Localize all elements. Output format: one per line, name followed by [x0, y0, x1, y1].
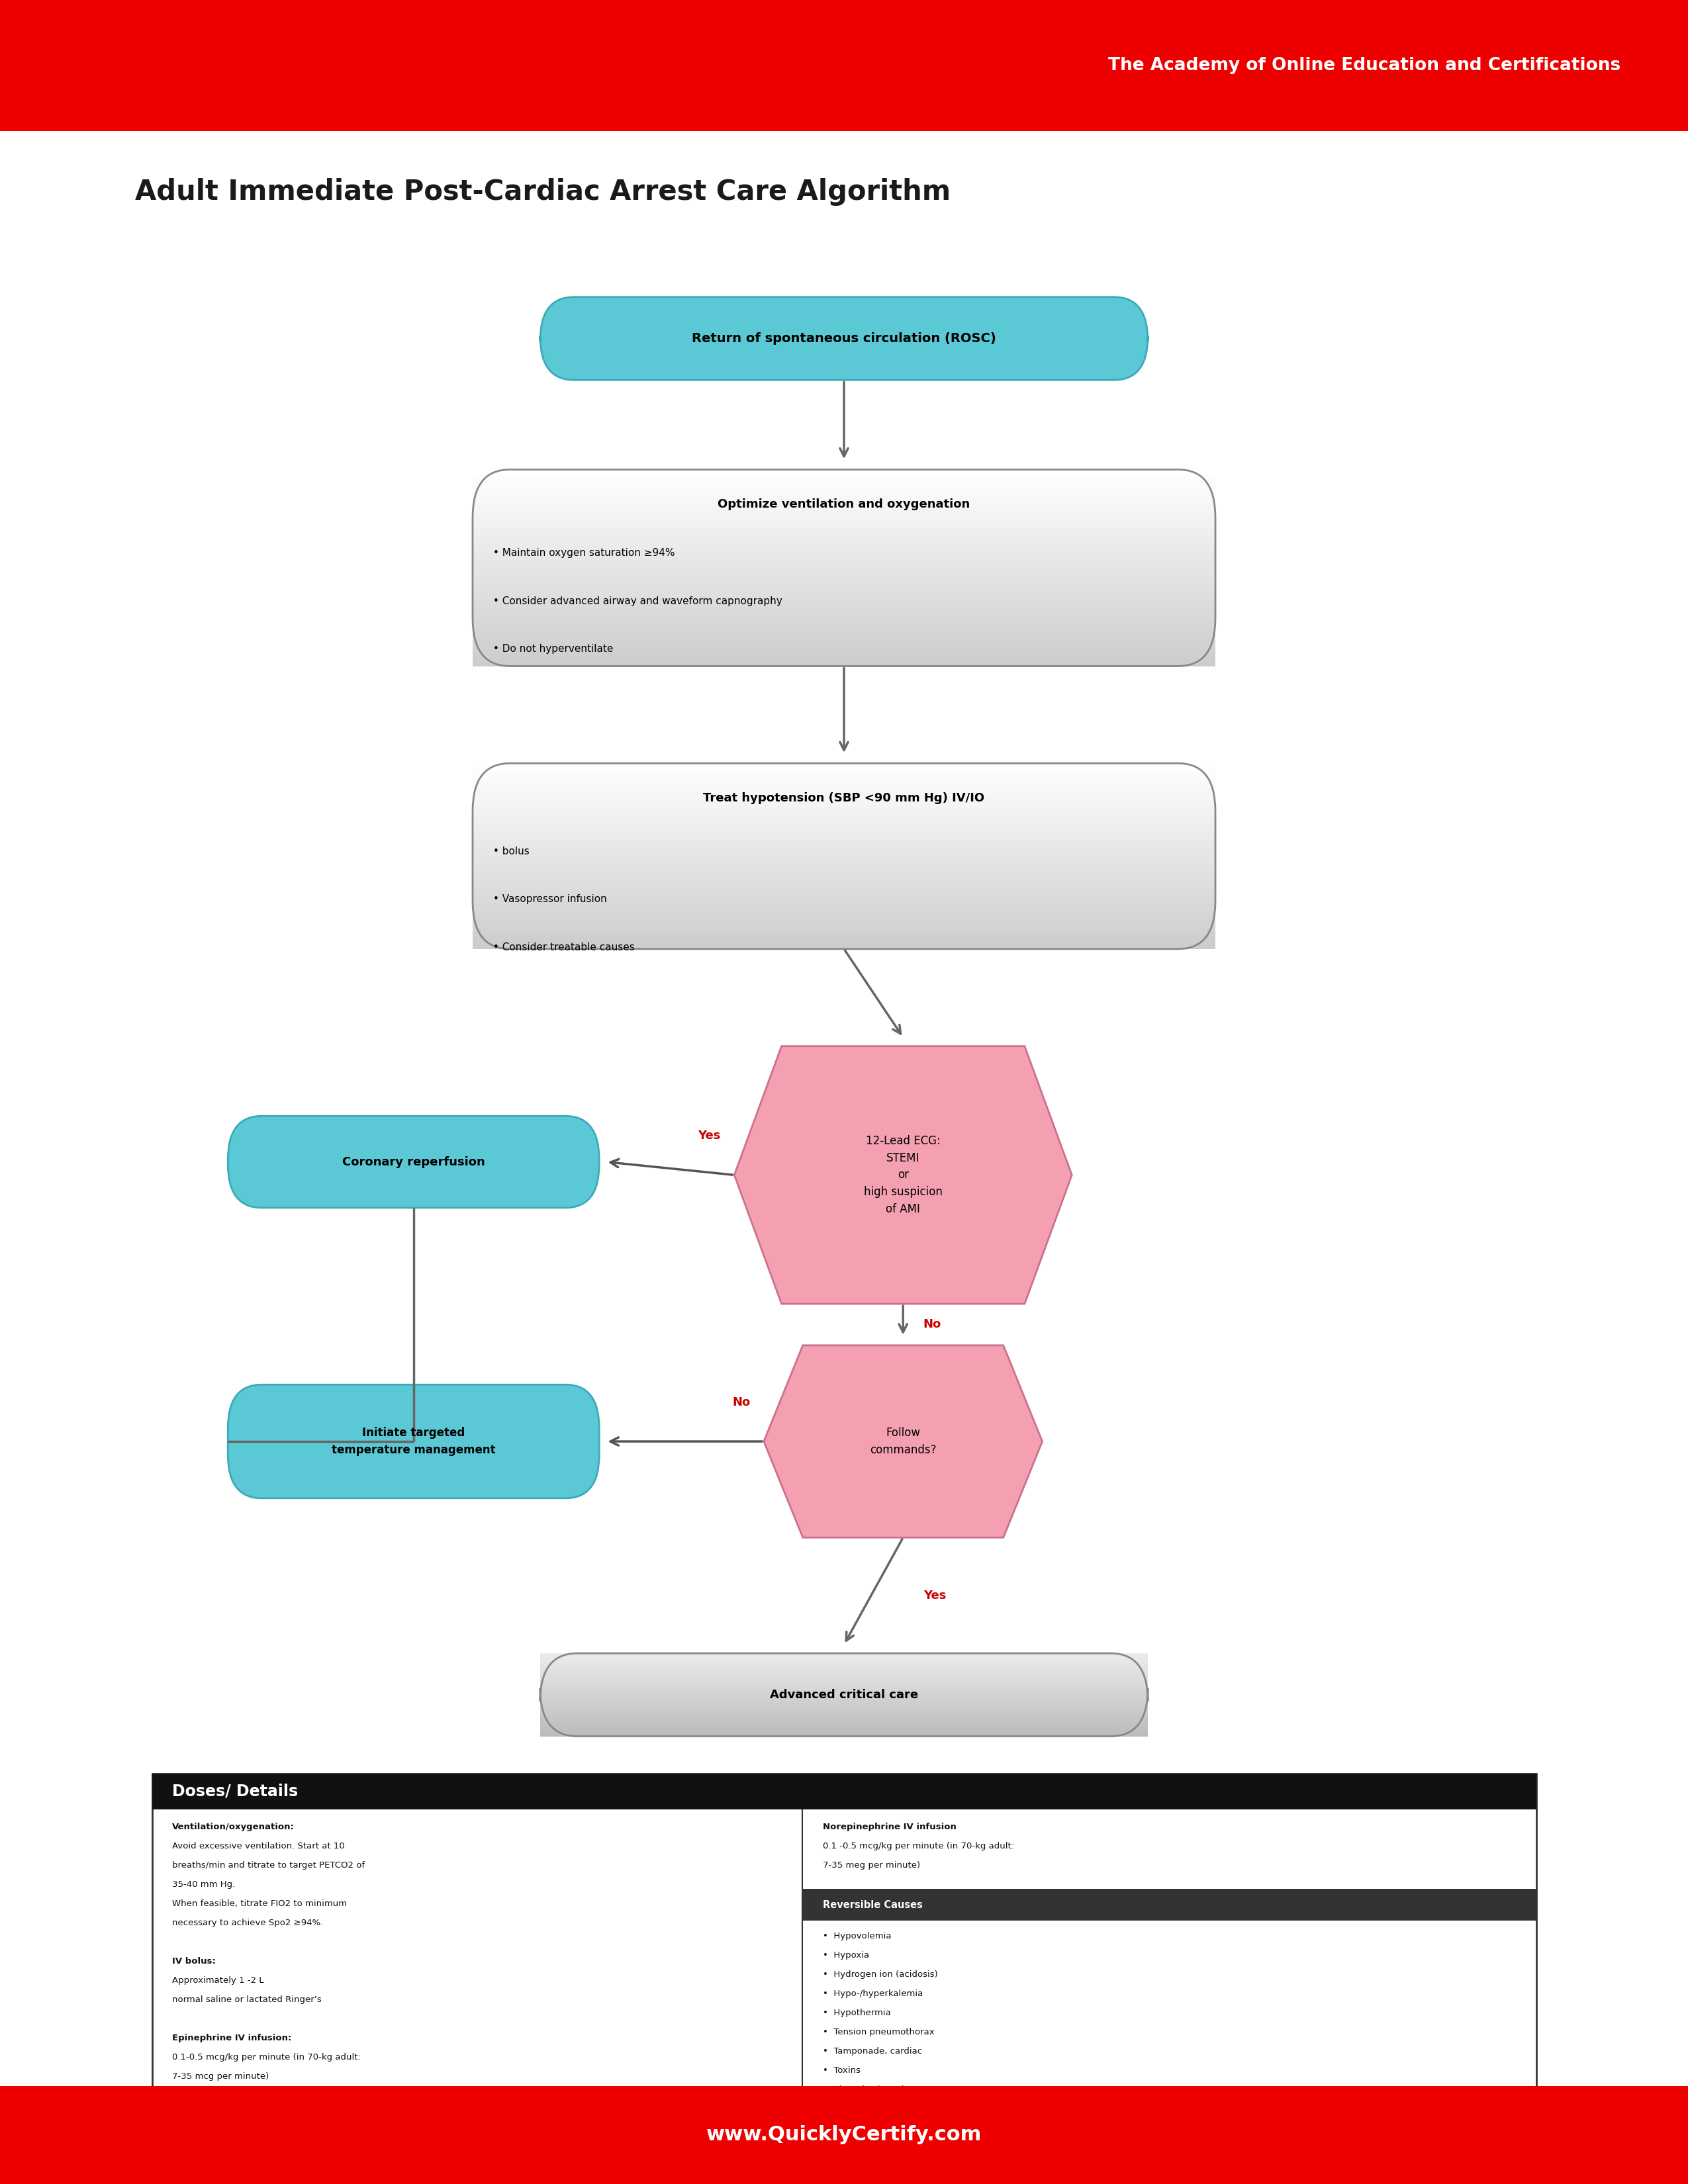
Text: • Maintain oxygen saturation ≥94%: • Maintain oxygen saturation ≥94% — [493, 548, 675, 559]
FancyBboxPatch shape — [152, 1773, 1536, 1808]
Text: 5-10 mcg/kg per minute: 5-10 mcg/kg per minute — [172, 2129, 279, 2138]
Text: •  Thrombosis, pulmonary: • Thrombosis, pulmonary — [822, 2086, 937, 2094]
Text: Return of spontaneous circulation (ROSC): Return of spontaneous circulation (ROSC) — [692, 332, 996, 345]
Text: The Academy of Online Education and Certifications: The Academy of Online Education and Cert… — [1107, 57, 1620, 74]
FancyBboxPatch shape — [228, 1385, 599, 1498]
Text: Ventilation/oxygenation:: Ventilation/oxygenation: — [172, 1821, 294, 1830]
Text: 0.1-0.5 mcg/kg per minute (in 70-kg adult:: 0.1-0.5 mcg/kg per minute (in 70-kg adul… — [172, 2053, 361, 2062]
Text: •  Hypo-/hyperkalemia: • Hypo-/hyperkalemia — [822, 1990, 923, 1998]
Text: Norepinephrine IV infusion: Norepinephrine IV infusion — [822, 1821, 957, 1830]
Text: Treat hypotension (SBP <90 mm Hg) IV/IO: Treat hypotension (SBP <90 mm Hg) IV/IO — [704, 793, 984, 804]
Text: Adult Immediate Post-Cardiac Arrest Care Algorithm: Adult Immediate Post-Cardiac Arrest Care… — [135, 179, 950, 205]
Text: Initiate targeted
temperature management: Initiate targeted temperature management — [331, 1426, 496, 1457]
Text: 7-35 mcg per minute): 7-35 mcg per minute) — [172, 2073, 268, 2081]
Text: Dopamine IV infusion:: Dopamine IV infusion: — [172, 2110, 282, 2118]
Text: •  Tension pneumothorax: • Tension pneumothorax — [822, 2027, 935, 2035]
Text: 7-35 meg per minute): 7-35 meg per minute) — [822, 1861, 920, 1870]
Polygon shape — [734, 1046, 1072, 1304]
Text: Advanced critical care: Advanced critical care — [770, 1688, 918, 1701]
FancyBboxPatch shape — [228, 1116, 599, 1208]
Text: • Consider advanced airway and waveform capnography: • Consider advanced airway and waveform … — [493, 596, 782, 607]
Text: •  Toxins: • Toxins — [822, 2066, 861, 2075]
Text: •  Hydrogen ion (acidosis): • Hydrogen ion (acidosis) — [822, 1970, 939, 1979]
Text: IV bolus:: IV bolus: — [172, 1957, 216, 1966]
FancyBboxPatch shape — [802, 1889, 1536, 1920]
Text: Approximately 1 -2 L: Approximately 1 -2 L — [172, 1977, 263, 1985]
Text: • Vasopressor infusion: • Vasopressor infusion — [493, 895, 606, 904]
Text: Follow
commands?: Follow commands? — [869, 1426, 937, 1457]
Text: normal saline or lactated Ringer’s: normal saline or lactated Ringer’s — [172, 1996, 322, 2005]
Text: When feasible, titrate FIO2 to minimum: When feasible, titrate FIO2 to minimum — [172, 1900, 348, 1909]
Text: 12-Lead ECG:
STEMI
or
high suspicion
of AMI: 12-Lead ECG: STEMI or high suspicion of … — [864, 1136, 942, 1214]
FancyBboxPatch shape — [0, 0, 1688, 131]
Text: Yes: Yes — [923, 1590, 945, 1601]
Text: www.QuicklyCertify.com: www.QuicklyCertify.com — [706, 2125, 982, 2145]
Text: Epinephrine IV infusion:: Epinephrine IV infusion: — [172, 2033, 292, 2042]
Polygon shape — [763, 1345, 1043, 1538]
Text: • bolus: • bolus — [493, 847, 528, 856]
Text: •  Tamponade, cardiac: • Tamponade, cardiac — [822, 2046, 922, 2055]
Text: necessary to achieve Spo2 ≥94%.: necessary to achieve Spo2 ≥94%. — [172, 1920, 324, 1926]
Text: Reversible Causes: Reversible Causes — [822, 1900, 923, 1909]
Text: Optimize ventilation and oxygenation: Optimize ventilation and oxygenation — [717, 498, 971, 511]
FancyBboxPatch shape — [0, 2086, 1688, 2184]
Text: breaths/min and titrate to target PETCO2 of: breaths/min and titrate to target PETCO2… — [172, 1861, 365, 1870]
Text: •  Hypoxia: • Hypoxia — [822, 1950, 869, 1959]
FancyBboxPatch shape — [152, 1773, 1536, 2097]
Text: Doses/ Details: Doses/ Details — [172, 1784, 299, 1800]
Text: • Consider treatable causes: • Consider treatable causes — [493, 943, 635, 952]
Text: Yes: Yes — [699, 1129, 721, 1142]
Text: No: No — [733, 1396, 749, 1409]
Text: 35-40 mm Hg.: 35-40 mm Hg. — [172, 1880, 235, 1889]
Text: •  Thrombosis, coronary: • Thrombosis, coronary — [822, 2105, 928, 2114]
Text: •  Hypothermia: • Hypothermia — [822, 2009, 891, 2018]
Text: Coronary reperfusion: Coronary reperfusion — [343, 1155, 484, 1168]
Text: 0.1 -0.5 mcg/kg per minute (in 70-kg adult:: 0.1 -0.5 mcg/kg per minute (in 70-kg adu… — [822, 1841, 1014, 1850]
Text: • Do not hyperventilate: • Do not hyperventilate — [493, 644, 613, 655]
Text: No: No — [923, 1319, 942, 1330]
FancyBboxPatch shape — [540, 297, 1148, 380]
Text: •  Hypovolemia: • Hypovolemia — [822, 1931, 891, 1939]
Text: Avoid excessive ventilation. Start at 10: Avoid excessive ventilation. Start at 10 — [172, 1841, 344, 1850]
